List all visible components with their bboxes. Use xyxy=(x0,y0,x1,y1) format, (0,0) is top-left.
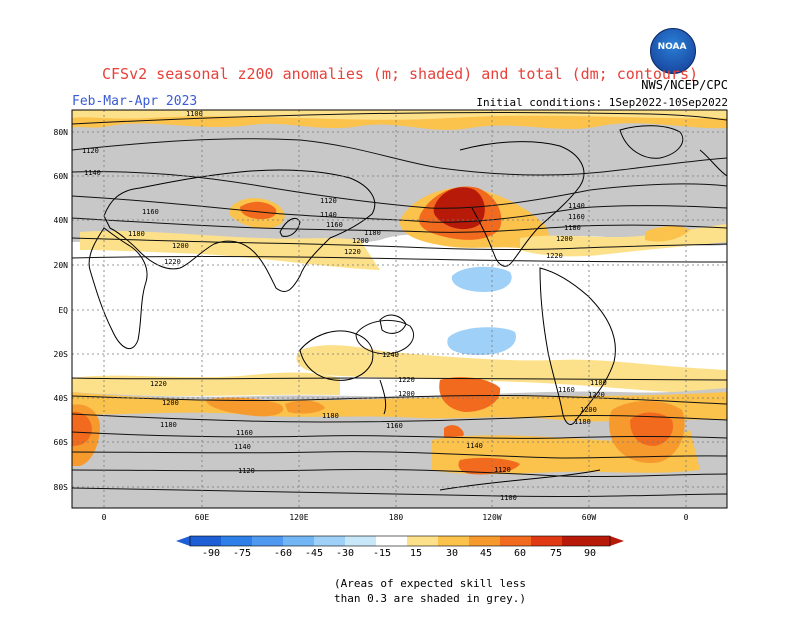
colorbar-label: 30 xyxy=(446,548,458,559)
contour-label: 1240 xyxy=(382,351,399,359)
contour-label: 1180 xyxy=(364,229,381,237)
contour-label: 1160 xyxy=(326,221,343,229)
contour-label: 1180 xyxy=(574,418,591,426)
contour-label: 1140 xyxy=(568,202,585,210)
colorbar-label: 90 xyxy=(584,548,596,559)
lon-label: 60W xyxy=(582,513,597,522)
contour-label: 1160 xyxy=(558,386,575,394)
footnote-line: (Areas of expected skill less xyxy=(333,577,527,590)
contour-label: 1200 xyxy=(162,399,179,407)
colorbar-label: -75 xyxy=(233,548,251,559)
colorbar-swatch xyxy=(531,536,562,546)
colorbar-label: -30 xyxy=(336,548,354,559)
lat-label: 80N xyxy=(54,128,69,137)
contour-label: 1220 xyxy=(164,258,181,266)
colorbar-swatch xyxy=(469,536,500,546)
contour-label: 1220 xyxy=(546,252,563,260)
contour-label: 1200 xyxy=(556,235,573,243)
contour-label: 1120 xyxy=(494,466,511,474)
colorbar-swatch xyxy=(376,536,407,546)
colorbar-label: 75 xyxy=(550,548,562,559)
map-frame xyxy=(71,109,728,509)
lat-label: EQ xyxy=(58,306,68,315)
noaa-logo xyxy=(650,28,696,74)
contour-label: 1140 xyxy=(320,211,337,219)
contour-label: 1180 xyxy=(564,224,581,232)
contour-label: 1120 xyxy=(320,197,337,205)
contour-label: 1180 xyxy=(322,412,339,420)
contour-label: 1200 xyxy=(352,237,369,245)
lat-label: 80S xyxy=(54,483,69,492)
contour-label: 1100 xyxy=(590,379,607,387)
contour-label: 1160 xyxy=(142,208,159,216)
colorbar-swatch xyxy=(500,536,531,546)
agency-label: NWS/NCEP/CPC xyxy=(641,78,728,92)
contour-label: 1120 xyxy=(238,467,255,475)
skill-footnote: (Areas of expected skill less than 0.3 a… xyxy=(290,576,570,606)
colorbar-label: -90 xyxy=(202,548,220,559)
map-shading xyxy=(72,110,727,508)
colorbar-label: -15 xyxy=(373,548,391,559)
contour-labels: 1100 1120 1140 1160 1180 1200 1220 1120 … xyxy=(82,110,607,502)
contour-label: 1140 xyxy=(234,443,251,451)
colorbar-swatch xyxy=(283,536,314,546)
colorbar-label: 45 xyxy=(480,548,492,559)
contour-label: 1220 xyxy=(344,248,361,256)
contour-label: 1140 xyxy=(84,169,101,177)
colorbar-swatch xyxy=(314,536,345,546)
contour-label: 1180 xyxy=(128,230,145,238)
colorbar-swatch xyxy=(345,536,376,546)
noaa-logo-text: NOAA xyxy=(657,42,687,52)
colorbar-label: -45 xyxy=(305,548,323,559)
contour-label: 1200 xyxy=(398,390,415,398)
footnote-line: than 0.3 are shaded in grey.) xyxy=(333,592,527,605)
colorbar-swatch xyxy=(562,536,610,546)
contour-label: 1140 xyxy=(466,442,483,450)
contour-label: 1100 xyxy=(186,110,203,118)
lat-label: 60S xyxy=(54,438,69,447)
lon-label: 120E xyxy=(289,513,308,522)
lat-label: 20S xyxy=(54,350,69,359)
colorbar-left-arrow xyxy=(176,536,190,546)
colorbar-label: -60 xyxy=(274,548,292,559)
colorbar-swatch xyxy=(252,536,283,546)
contour-label: 1220 xyxy=(588,391,605,399)
colorbar-labels: -90 -75 -60 -45 -30 -15 15 30 45 60 75 9… xyxy=(202,548,596,559)
lat-label: 40S xyxy=(54,394,69,403)
contour-label: 1160 xyxy=(236,429,253,437)
contour-label: 1120 xyxy=(82,147,99,155)
colorbar-swatch xyxy=(438,536,469,546)
contour-label: 1160 xyxy=(386,422,403,430)
contour-label: 1180 xyxy=(160,421,177,429)
lon-labels: 0 60E 120E 180 120W 60W 0 xyxy=(102,513,689,522)
lat-label: 40N xyxy=(54,216,69,225)
lon-label: 0 xyxy=(684,513,689,522)
colorbar-label: 60 xyxy=(514,548,526,559)
lat-label: 20N xyxy=(54,261,69,270)
colorbar-swatch xyxy=(190,536,221,546)
contour-label: 1200 xyxy=(580,406,597,414)
lon-label: 180 xyxy=(389,513,404,522)
season-label: Feb-Mar-Apr 2023 xyxy=(72,94,198,109)
colorbar-label: 15 xyxy=(410,548,422,559)
lat-labels: 80N 60N 40N 20N EQ 20S 40S 60S 80S xyxy=(54,128,69,492)
contour-label: 1220 xyxy=(150,380,167,388)
colorbar-swatch xyxy=(221,536,252,546)
colorbar xyxy=(176,535,624,547)
chart-title: CFSv2 seasonal z200 anomalies (m; shaded… xyxy=(101,65,699,83)
contour-label: 1220 xyxy=(398,376,415,384)
contour-label: 1160 xyxy=(568,213,585,221)
contours xyxy=(72,112,727,498)
contour-label: 1100 xyxy=(500,494,517,502)
lon-label: 0 xyxy=(102,513,107,522)
lon-label: 60E xyxy=(195,513,210,522)
graticule xyxy=(72,110,727,508)
lon-label: 120W xyxy=(482,513,501,522)
initial-conditions-label: Initial conditions: 1Sep2022-10Sep2022 xyxy=(476,96,728,109)
colorbar-swatch xyxy=(407,536,438,546)
contour-label: 1200 xyxy=(172,242,189,250)
colorbar-right-arrow xyxy=(610,536,624,546)
lat-label: 60N xyxy=(54,172,69,181)
